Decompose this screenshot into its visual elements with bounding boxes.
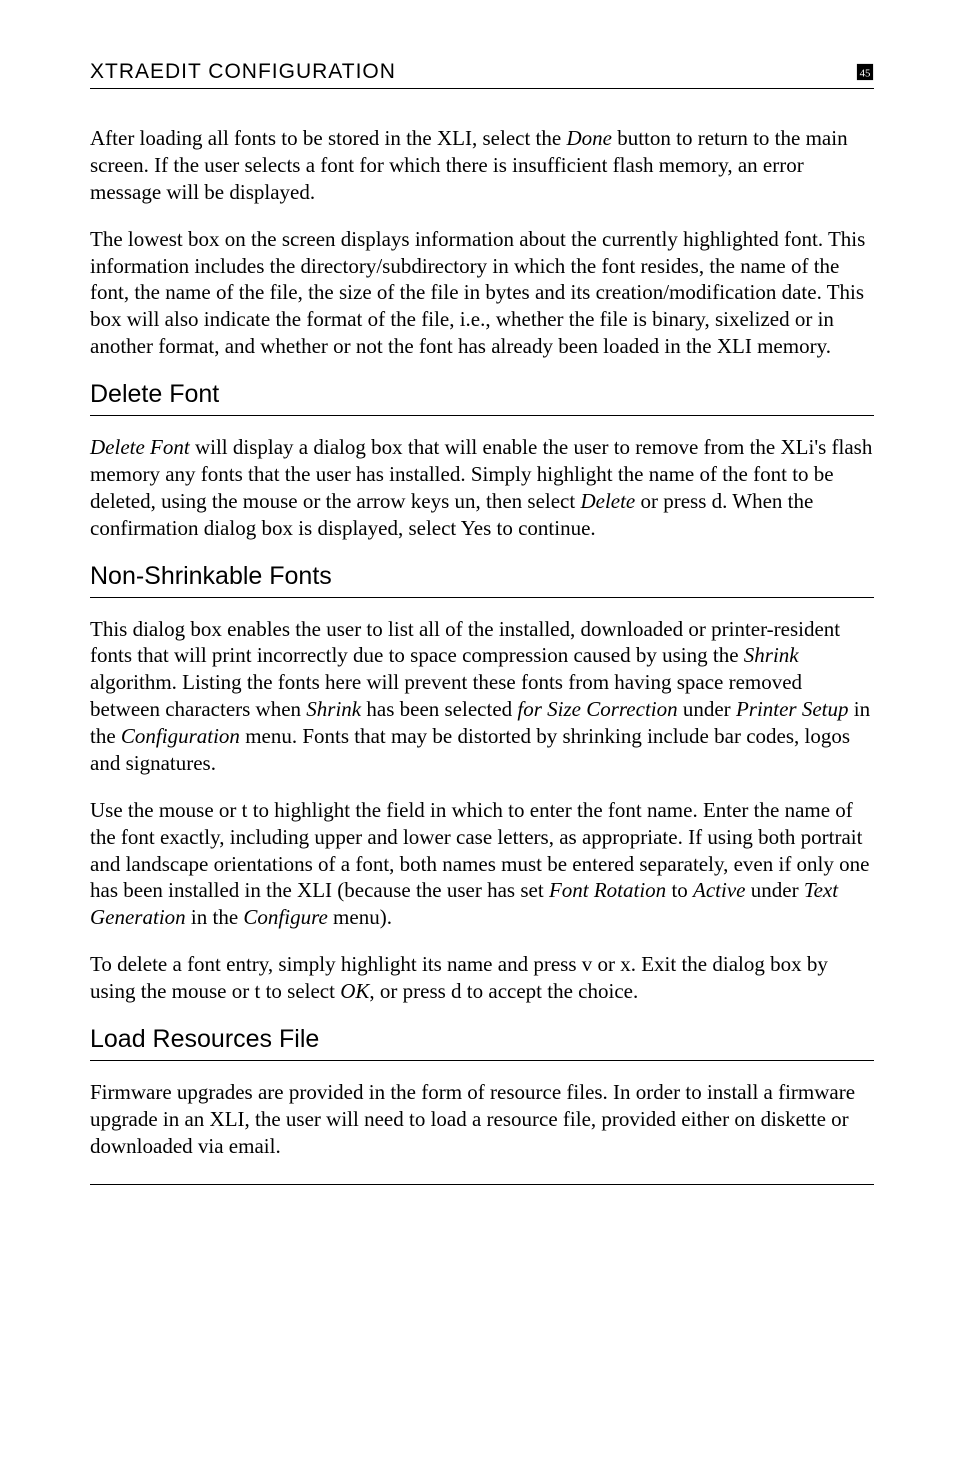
text-run: has been selected: [361, 697, 517, 721]
configure-term: Configure: [243, 905, 327, 929]
printer-setup-term: Printer Setup: [736, 697, 849, 721]
load-resources-paragraph: Firmware upgrades are provided in the fo…: [90, 1079, 874, 1160]
configuration-term: Configuration: [121, 724, 240, 748]
text-run: under: [746, 878, 804, 902]
font-rotation-term: Font Rotation: [549, 878, 666, 902]
nonshrink-paragraph-2: Use the mouse or t to highlight the fiel…: [90, 797, 874, 931]
nonshrink-paragraph-3: To delete a font entry, simply highlight…: [90, 951, 874, 1005]
intro-paragraph-2: The lowest box on the screen displays in…: [90, 226, 874, 360]
shrink-term: Shrink: [744, 643, 799, 667]
delete-font-paragraph: Delete Font will display a dialog box th…: [90, 434, 874, 542]
page-corner-icon: 45: [856, 63, 874, 81]
section-rule: [90, 597, 874, 598]
shrink-term: Shrink: [306, 697, 361, 721]
page-number-text: 45: [860, 68, 871, 80]
text-run: menu).: [328, 905, 392, 929]
text-run: This dialog box enables the user to list…: [90, 617, 840, 668]
footer-rule: [90, 1184, 874, 1185]
text-run: to: [666, 878, 693, 902]
delete-term: Delete: [580, 489, 635, 513]
page-header: XTRAEDIT CONFIGURATION 45: [90, 60, 874, 89]
delete-font-term: Delete Font: [90, 435, 190, 459]
nonshrink-heading: Non-Shrinkable Fonts: [90, 562, 874, 591]
text-run: After loading all fonts to be stored in …: [90, 126, 566, 150]
ok-term: OK: [340, 979, 369, 1003]
active-term: Active: [693, 878, 745, 902]
section-rule: [90, 415, 874, 416]
nonshrink-paragraph-1: This dialog box enables the user to list…: [90, 616, 874, 777]
load-resources-heading: Load Resources File: [90, 1025, 874, 1054]
header-title: XTRAEDIT CONFIGURATION: [90, 60, 396, 84]
text-run: under: [678, 697, 736, 721]
done-term: Done: [566, 126, 612, 150]
delete-font-heading: Delete Font: [90, 380, 874, 409]
text-run: in the: [186, 905, 244, 929]
page-number-block: 45: [856, 63, 874, 81]
intro-paragraph-1: After loading all fonts to be stored in …: [90, 125, 874, 206]
section-rule: [90, 1060, 874, 1061]
for-size-correction-term: for Size Correction: [517, 697, 677, 721]
text-run: , or press d to accept the choice.: [369, 979, 638, 1003]
